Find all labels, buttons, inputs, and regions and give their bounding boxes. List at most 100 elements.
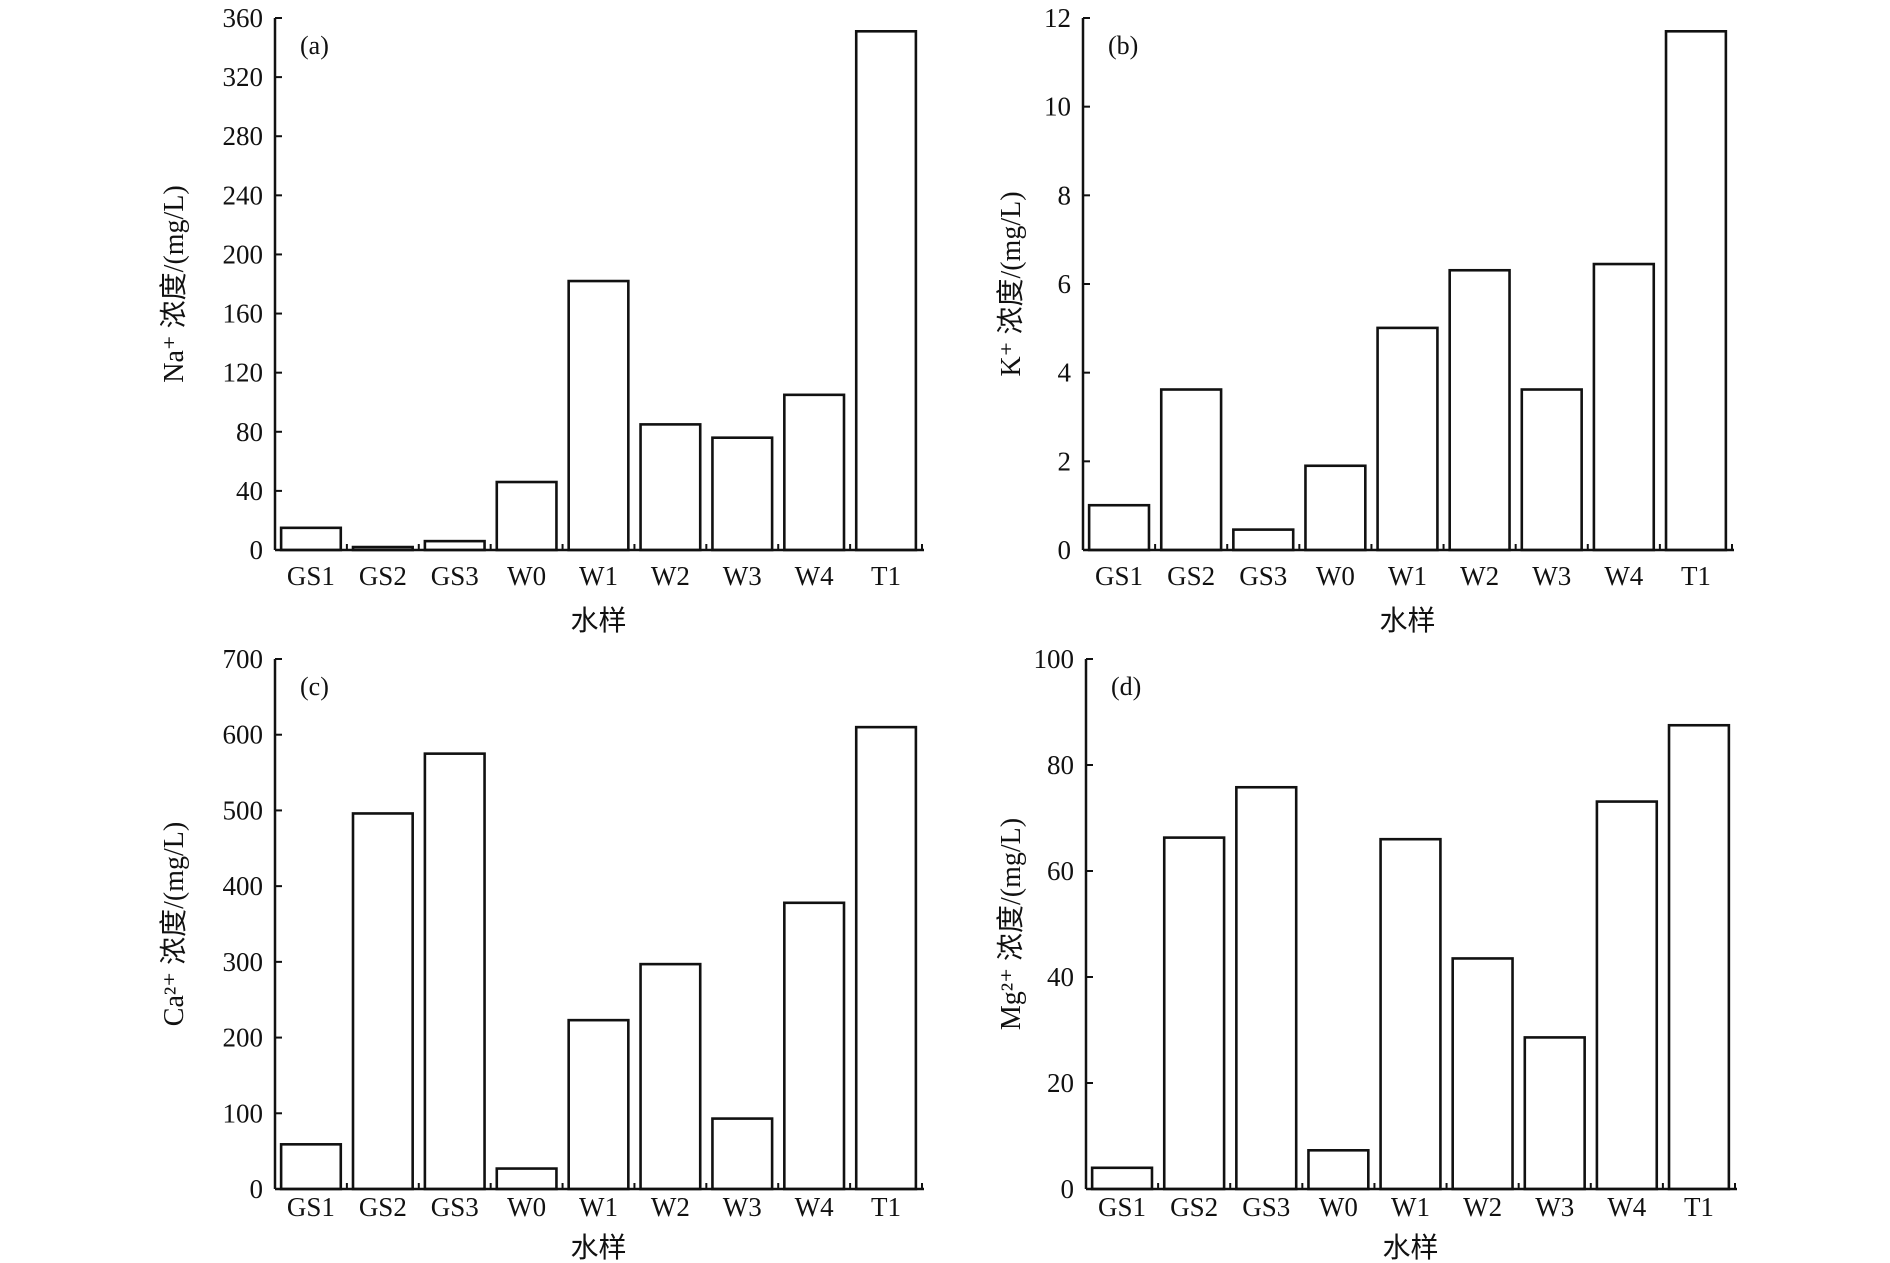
x-tick-label: W0 [1319,1192,1358,1222]
bar [1592,262,1656,552]
x-tick-label: W3 [1535,1192,1574,1222]
chart-panel-a: GS1 GS2 GS3 W0 W1 W2 W3 W4 T1 0 40 80 120 160 200 240 28… [158,3,924,637]
y-tick-label: 280 [223,121,264,151]
y-tick-label: 2 [1058,446,1072,476]
bar [1087,503,1151,552]
x-tick-label: W4 [1604,561,1643,591]
y-tick-label: 160 [223,299,264,329]
x-tick-label: W2 [1460,561,1499,591]
y-axis-label: Ca²⁺ 浓度/(mg/L) [158,822,190,1026]
x-tick-label: T1 [1684,1192,1714,1222]
x-tick-label: W0 [507,1192,546,1222]
x-tick-label: W1 [1388,561,1427,591]
bar [1376,326,1439,552]
panel-label: (b) [1108,31,1138,60]
y-tick-label: 360 [223,3,264,33]
y-tick-label: 600 [223,720,264,750]
y-tick-label: 40 [236,476,263,506]
bar [854,725,918,1191]
x-tick-label: GS1 [287,1192,335,1222]
y-tick-label: 200 [223,239,264,269]
x-tick-label: T1 [871,561,901,591]
x-tick-label: T1 [871,1192,901,1222]
x-tick-label: W1 [579,1192,618,1222]
y-tick-label: 8 [1058,180,1072,210]
y-tick-label: 100 [223,1098,264,1128]
x-axis-label: 水样 [1382,1232,1438,1263]
x-axis-label: 水样 [1379,605,1435,637]
bar [567,279,630,552]
y-tick-label: 400 [223,871,264,901]
bar [279,1143,343,1191]
bar [639,962,702,1191]
x-tick-label: W3 [1532,561,1571,591]
x-tick-label: W3 [723,561,762,591]
x-tick-label: GS2 [359,561,407,591]
x-tick-label: GS1 [1098,1192,1146,1222]
bar [495,480,558,552]
bar [1520,388,1583,552]
y-tick-label: 0 [250,535,264,565]
x-tick-label: T1 [1681,561,1711,591]
y-tick-label: 100 [1034,644,1075,674]
chart-panel-c: GS1 GS2 GS3 W0 W1 W2 W3 W4 T1 0 100 200 300 400 500 600… [158,644,924,1263]
x-tick-label: W2 [651,1192,690,1222]
y-tick-label: 200 [223,1023,264,1053]
x-tick-label: GS2 [1167,561,1215,591]
bar [423,539,486,552]
bar [1664,29,1728,552]
y-tick-label: 300 [223,947,264,977]
x-tick-label: W3 [723,1192,762,1222]
y-tick-label: 12 [1044,3,1071,33]
y-tick-label: 500 [223,795,264,825]
x-tick-label: W1 [579,561,618,591]
x-tick-label: GS3 [431,561,479,591]
x-tick-label: GS1 [287,561,335,591]
y-tick-label: 20 [1047,1068,1074,1098]
bar [711,1117,774,1191]
chart-panel-d: GS1 GS2 GS3 W0 W1 W2 W3 W4 T1 0 20 40 60 80 100 (d) 水样 Mg… [995,644,1737,1263]
bar [423,752,486,1191]
bar [711,436,774,552]
bar [639,423,702,552]
x-tick-label: GS1 [1095,561,1143,591]
x-tick-label: GS2 [1170,1192,1218,1222]
bar [351,812,414,1191]
bar [1159,388,1223,552]
bar [495,1167,558,1191]
x-tick-label: GS3 [1242,1192,1290,1222]
x-tick-label: W4 [1607,1192,1646,1222]
bar [1090,1166,1154,1191]
bar [1595,800,1659,1191]
bar [1304,464,1367,552]
x-tick-label: W1 [1391,1192,1430,1222]
panel-label: (a) [300,31,329,60]
bar [783,393,846,552]
bar [279,526,343,552]
y-tick-label: 60 [1047,856,1074,886]
y-tick-label: 6 [1058,269,1072,299]
bar [1235,785,1298,1191]
y-axis-label: Na⁺ 浓度/(mg/L) [158,185,190,383]
y-tick-label: 120 [223,358,264,388]
bar [1667,723,1731,1191]
x-axis-label: 水样 [570,605,626,637]
bar [1307,1149,1370,1191]
bar [1379,837,1442,1191]
bar [1162,836,1226,1191]
y-tick-label: 0 [250,1174,264,1204]
bar [1523,1036,1586,1191]
x-tick-label: W2 [651,561,690,591]
bar [854,29,918,552]
bar [1448,268,1511,552]
y-tick-label: 80 [236,417,263,447]
y-tick-label: 4 [1058,358,1072,388]
panel-label: (d) [1111,672,1141,701]
y-tick-label: 80 [1047,750,1074,780]
x-tick-label: W0 [1316,561,1355,591]
x-tick-label: GS2 [359,1192,407,1222]
x-tick-label: W0 [507,561,546,591]
y-axis-label: Mg²⁺ 浓度/(mg/L) [995,818,1027,1030]
y-axis-label: K⁺ 浓度/(mg/L) [995,191,1027,376]
